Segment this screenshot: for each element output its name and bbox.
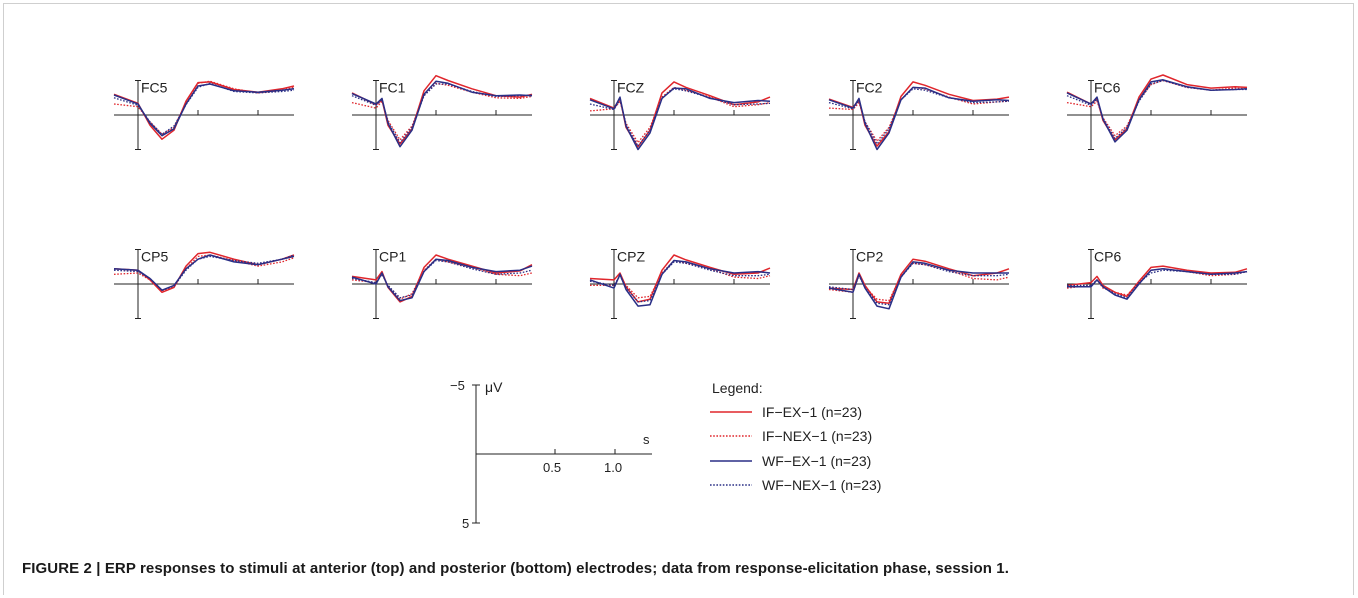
- figure-caption-text: ERP responses to stimuli at anterior (to…: [104, 560, 1009, 577]
- figure-label: FIGURE 2 |: [22, 560, 105, 577]
- series-line-4: [1066, 79, 1247, 140]
- panel-cp2: CP2: [828, 249, 1010, 319]
- panel-label: FC5: [141, 80, 168, 96]
- series-line-4: [113, 254, 295, 291]
- panel-label: CP6: [1094, 249, 1121, 265]
- bottom-strip: [4, 586, 1353, 596]
- panel-label: FC1: [379, 80, 406, 96]
- series-line-4: [589, 88, 771, 147]
- series-line-1: [1066, 265, 1248, 298]
- series-line-3: [828, 86, 1010, 151]
- panel-cp1: CP1: [351, 249, 533, 319]
- panel-label: CP1: [379, 249, 406, 265]
- panel-label: CP5: [141, 249, 168, 265]
- panel-label: FC6: [1094, 80, 1121, 96]
- series-line-4: [589, 261, 771, 303]
- series-line-4: [1067, 269, 1248, 299]
- series-line-4: [351, 83, 533, 144]
- panel-label: CP2: [856, 249, 883, 265]
- series-line-4: [828, 262, 1010, 306]
- series-line-3: [589, 87, 771, 151]
- legend-title: Legend:: [712, 380, 763, 396]
- series-line-3: [351, 258, 533, 302]
- series-line-2: [351, 258, 533, 300]
- series-line-3: [589, 259, 771, 307]
- panel-label: CPZ: [617, 249, 645, 265]
- panel-cp6: CP6: [1066, 249, 1248, 319]
- series-line-3: [351, 80, 533, 148]
- legend-label-wf-ex: WF−EX−1 (n=23): [762, 453, 871, 469]
- scale-bar-y-top-label: −5: [450, 378, 465, 393]
- series-line-4: [828, 88, 1010, 145]
- series-line-3: [828, 261, 1009, 310]
- figure-caption: FIGURE 2 | ERP responses to stimuli at a…: [22, 560, 1009, 577]
- panel-cp5: CP5: [113, 249, 295, 319]
- legend: Legend: IF−EX−1 (n=23) IF−NEX−1 (n=23) W…: [710, 380, 881, 493]
- erp-panels: FC5 FC1 FCZ FC2 FC6 CP5 CP1 CPZ CP2 CP6: [113, 74, 1248, 319]
- panel-label: FCZ: [617, 80, 645, 96]
- panel-fc6: FC6: [1066, 74, 1248, 150]
- series-line-1: [589, 254, 771, 303]
- series-line-1: [351, 254, 533, 303]
- panel-cpz: CPZ: [589, 249, 771, 319]
- panel-fc5: FC5: [113, 80, 295, 150]
- series-line-2: [828, 86, 1010, 142]
- panel-fcz: FCZ: [589, 80, 771, 151]
- series-line-1: [828, 258, 1010, 305]
- legend-label-if-nex: IF−NEX−1 (n=23): [762, 428, 872, 444]
- scale-bar: −5 5 μV s 0.5 1.0: [450, 378, 652, 531]
- scale-bar-y-unit: μV: [485, 379, 503, 395]
- panel-fc2: FC2: [828, 80, 1010, 151]
- series-line-2: [590, 259, 771, 299]
- legend-label-if-ex: IF−EX−1 (n=23): [762, 404, 862, 420]
- series-line-2: [113, 80, 295, 135]
- series-line-4: [113, 82, 295, 135]
- scale-bar-x-tick-label-05: 0.5: [543, 460, 561, 475]
- scale-bar-x-tick-label-10: 1.0: [604, 460, 622, 475]
- scale-bar-x-unit: s: [643, 432, 650, 447]
- series-line-4: [351, 259, 533, 299]
- scale-bar-y-bottom-label: 5: [462, 516, 469, 531]
- panel-label: FC2: [856, 80, 883, 96]
- panel-fc1: FC1: [351, 74, 533, 150]
- series-line-2: [113, 254, 295, 292]
- legend-label-wf-nex: WF−NEX−1 (n=23): [762, 477, 881, 493]
